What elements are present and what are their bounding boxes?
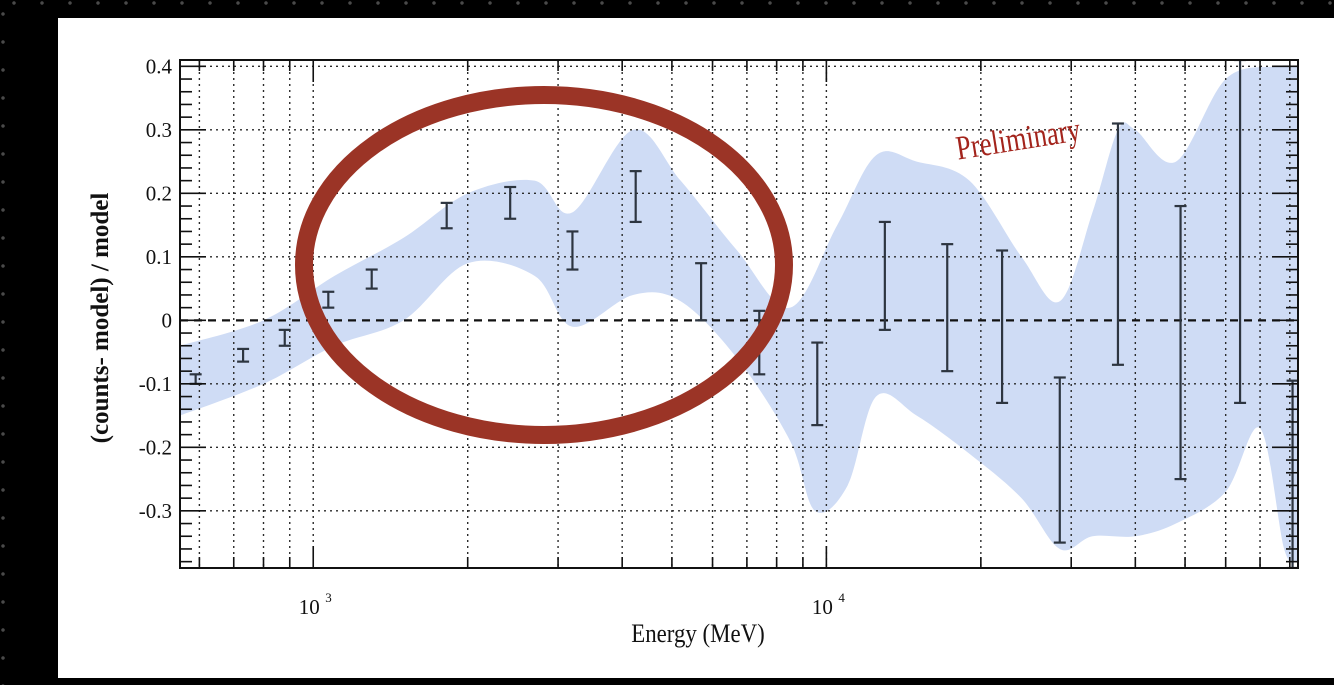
x-tick-exponent: 4 bbox=[838, 590, 845, 605]
y-tick-label: -0.2 bbox=[139, 435, 172, 459]
y-tick-label: 0.4 bbox=[146, 54, 173, 78]
y-tick-label: 0 bbox=[162, 308, 173, 332]
x-tick-exponent: 3 bbox=[325, 590, 332, 605]
border-dots-top bbox=[0, 0, 1334, 6]
border-dots-left bbox=[0, 0, 6, 685]
x-axis-label: Energy (MeV) bbox=[631, 620, 765, 649]
x-tick-label: 10 bbox=[812, 595, 833, 619]
residual-chart: 0.4 0.3 0.2 0.1 0 -0.1 -0.2 -0.3 10 3 10 4 (counts-… bbox=[58, 18, 1334, 678]
y-tick-label: 0.2 bbox=[146, 181, 172, 205]
x-tick-label: 10 bbox=[299, 595, 320, 619]
uncertainty-band bbox=[180, 65, 1298, 562]
y-axis-label: (counts- model) / model bbox=[87, 193, 114, 444]
y-tick-label: 0.3 bbox=[146, 118, 172, 142]
y-tick-label: -0.3 bbox=[139, 499, 172, 523]
chart-panel: 0.4 0.3 0.2 0.1 0 -0.1 -0.2 -0.3 10 3 10 4 (counts-… bbox=[58, 18, 1334, 678]
y-tick-label: 0.1 bbox=[146, 245, 172, 269]
y-tick-label: -0.1 bbox=[139, 372, 172, 396]
preliminary-annotation: Preliminary bbox=[953, 110, 1083, 167]
